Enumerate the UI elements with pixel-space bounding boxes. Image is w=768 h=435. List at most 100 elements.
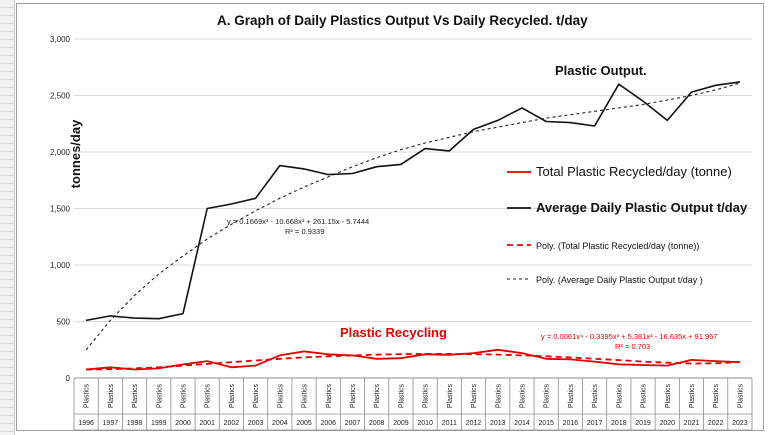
- x-year-label: 1996: [78, 420, 94, 427]
- row-header-cell: [0, 344, 14, 352]
- row-header-cell: [0, 24, 14, 32]
- row-header-cell: [0, 64, 14, 72]
- x-tick-labels: Plastics 1996 Plastics 1997 Plastics 1998 Plas…: [73, 378, 753, 431]
- x-year-label: 2019: [635, 420, 651, 427]
- x-year-label: 1997: [103, 420, 119, 427]
- row-header-cell: [0, 40, 14, 48]
- series-layer: [85, 81, 741, 371]
- x-category-label: Plastics: [737, 383, 744, 408]
- x-year-label: 2002: [224, 420, 240, 427]
- row-header-cell: [0, 384, 14, 392]
- x-category-label: Plastics: [374, 383, 381, 408]
- chart-svg: A. Graph of Daily Plastics Output Vs Dai…: [50, 13, 753, 431]
- x-category-label: Plastics: [713, 383, 720, 408]
- recycling-annotation: Plastic Recycling: [340, 325, 447, 340]
- x-year-label: 2015: [538, 420, 554, 427]
- row-header-cell: [0, 184, 14, 192]
- row-header-cell: [0, 328, 14, 336]
- y-tick-label: 2,500: [50, 92, 71, 101]
- row-header-cell: [0, 320, 14, 328]
- row-header-cell: [0, 248, 14, 256]
- row-header-cell: [0, 312, 14, 320]
- row-header-cell: [0, 208, 14, 216]
- row-header-cell: [0, 112, 14, 120]
- x-year-label: 2009: [393, 420, 409, 427]
- x-category-label: Plastics: [156, 383, 163, 408]
- row-header-cell: [0, 8, 14, 16]
- x-category-label: Plastics: [277, 383, 284, 408]
- x-year-label: 1999: [151, 420, 167, 427]
- row-header-cell: [0, 144, 14, 152]
- spreadsheet-row-headers: [0, 0, 15, 435]
- x-category-label: Plastics: [180, 383, 187, 408]
- chart-area[interactable]: A. Graph of Daily Plastics Output Vs Dai…: [16, 3, 764, 431]
- x-year-label: 1998: [127, 420, 143, 427]
- x-year-label: 2007: [345, 420, 361, 427]
- x-category-label: Plastics: [447, 383, 454, 408]
- row-header-cell: [0, 336, 14, 344]
- row-header-cell: [0, 192, 14, 200]
- y-tick-label: 1,000: [50, 261, 71, 270]
- y-tick-label: 0: [66, 374, 71, 383]
- y-tick-labels: 0 500 1,000 1,500 2,000 2,500 3,000: [50, 35, 71, 383]
- x-category-label: Plastics: [108, 383, 115, 408]
- row-header-cell: [0, 96, 14, 104]
- x-year-label: 2013: [490, 420, 506, 427]
- y-axis-label: tonnes/day: [68, 119, 83, 188]
- x-category-label: Plastics: [229, 383, 236, 408]
- row-header-cell: [0, 352, 14, 360]
- row-header-cell: [0, 120, 14, 128]
- row-header-cell: [0, 48, 14, 56]
- x-year-label: 2012: [466, 420, 482, 427]
- row-header-cell: [0, 16, 14, 24]
- series-line-3: [85, 82, 741, 351]
- row-header-cell: [0, 360, 14, 368]
- x-category-label: Plastics: [84, 383, 91, 408]
- row-header-cell: [0, 56, 14, 64]
- row-header-cell: [0, 400, 14, 408]
- x-category-label: Plastics: [519, 383, 526, 408]
- x-category-label: Plastics: [205, 383, 212, 408]
- row-header-cell: [0, 368, 14, 376]
- recycling-trend-r2: R² = 0.703: [615, 342, 650, 351]
- x-category-label: Plastics: [302, 383, 309, 408]
- row-header-cell: [0, 296, 14, 304]
- y-tick-label: 500: [57, 318, 71, 327]
- legend-label-0: Total Plastic Recycled/day (tonne): [536, 164, 732, 179]
- x-year-label: 2003: [248, 420, 264, 427]
- row-header-cell: [0, 224, 14, 232]
- series-line-2: [86, 352, 740, 371]
- x-category-label: Plastics: [495, 383, 502, 408]
- row-header-cell: [0, 0, 14, 8]
- row-header-cell: [0, 88, 14, 96]
- row-header-cell: [0, 280, 14, 288]
- series-line-1: [85, 81, 741, 322]
- x-category-label: Plastics: [616, 383, 623, 408]
- x-category-label: Plastics: [398, 383, 405, 408]
- x-category-label: Plastics: [592, 383, 599, 408]
- recycling-trend-equation: y = 0.0061x⁴ - 0.3395x³ + 5.381x² - 16.6…: [541, 332, 717, 341]
- legend-label-2: Poly. (Total Plastic Recycled/day (tonne…: [536, 241, 699, 251]
- x-category-label: Plastics: [689, 383, 696, 408]
- x-year-label: 2001: [199, 420, 215, 427]
- legend-label-3: Poly. (Average Daily Plastic Output t/da…: [536, 275, 703, 285]
- row-header-cell: [0, 232, 14, 240]
- x-category-label: Plastics: [326, 383, 333, 408]
- row-header-cell: [0, 288, 14, 296]
- x-year-label: 2006: [320, 420, 336, 427]
- y-tick-label: 1,500: [50, 205, 71, 214]
- x-year-label: 2008: [369, 420, 385, 427]
- row-header-cell: [0, 376, 14, 384]
- x-year-label: 2018: [611, 420, 627, 427]
- series-line-0: [86, 348, 740, 371]
- y-tick-label: 2,000: [50, 148, 71, 157]
- row-header-cell: [0, 272, 14, 280]
- x-year-label: 2004: [272, 420, 288, 427]
- x-year-label: 2022: [708, 420, 724, 427]
- row-header-cell: [0, 424, 14, 432]
- x-year-label: 2023: [732, 420, 748, 427]
- row-header-cell: [0, 104, 14, 112]
- x-category-label: Plastics: [544, 383, 551, 408]
- x-category-label: Plastics: [132, 383, 139, 408]
- row-header-cell: [0, 168, 14, 176]
